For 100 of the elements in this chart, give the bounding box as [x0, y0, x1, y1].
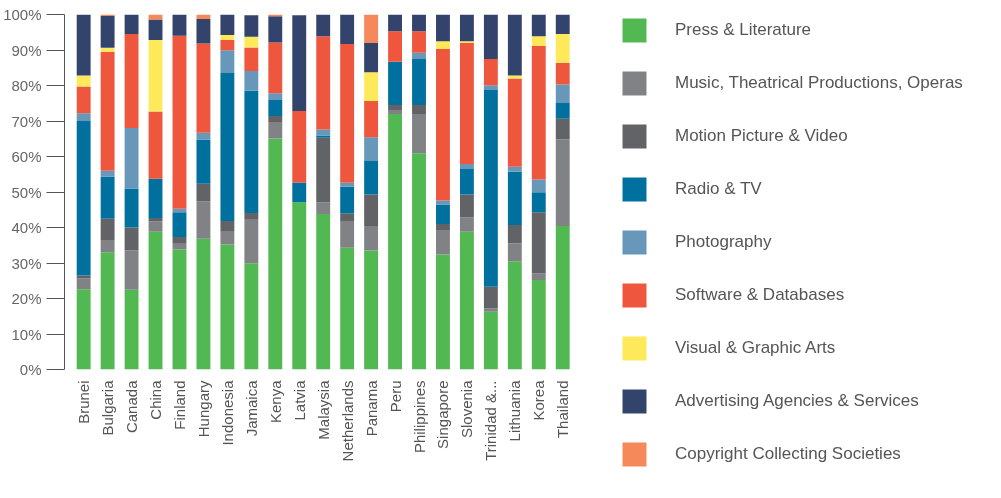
bar: [531, 36, 546, 47]
bar: [196, 201, 211, 239]
bar: [388, 14, 402, 32]
bar: [220, 231, 235, 245]
x-tick-label: Latvia: [290, 379, 308, 421]
bar: [292, 202, 307, 370]
y-tick-label: 20%: [11, 290, 42, 307]
bar: [340, 247, 355, 370]
bar: [100, 170, 115, 177]
bar: [507, 225, 522, 244]
x-tick-label: Philippines: [410, 380, 428, 454]
bar: [196, 238, 211, 370]
bar: [364, 226, 379, 251]
bar: [196, 139, 211, 184]
bar: [76, 14, 91, 76]
bar: [388, 110, 402, 114]
bar: [244, 70, 259, 91]
bar: [220, 35, 235, 41]
bar: [100, 176, 115, 219]
bar: [555, 139, 570, 227]
bar: [364, 14, 379, 43]
legend-label: Software & Databases: [675, 284, 846, 306]
bar: [172, 243, 187, 250]
bar: [100, 47, 115, 52]
bar: [388, 61, 402, 106]
bar: [412, 105, 426, 114]
bar: [172, 237, 187, 244]
bar: [220, 14, 235, 36]
bar: [148, 40, 163, 112]
bar: [412, 52, 426, 59]
bar: [100, 240, 115, 253]
x-tick-label: Finland: [170, 380, 188, 430]
bar: [76, 275, 91, 279]
bar: [459, 231, 474, 370]
x-tick-label: Thailand: [554, 380, 572, 439]
y-tick-label: 30%: [11, 254, 42, 272]
bar: [555, 34, 570, 63]
bar: [148, 178, 163, 218]
bar: [244, 212, 259, 219]
bar: [340, 221, 355, 248]
bar: [364, 42, 379, 73]
legend-label: Music, Theatrical Productions, Operas: [675, 72, 963, 94]
bar: [459, 194, 474, 218]
bar: [148, 221, 163, 232]
bar: [124, 128, 139, 189]
bar: [436, 41, 450, 49]
legend-label: Photography: [675, 231, 773, 253]
legend-label: Motion Picture & Video: [675, 125, 849, 147]
bar: [244, 15, 259, 37]
bar: [388, 113, 402, 370]
bar: [412, 31, 426, 53]
bar: [531, 212, 546, 274]
bar: [316, 202, 331, 215]
bar: [364, 137, 379, 162]
bar: [459, 42, 474, 164]
bar: [220, 221, 235, 232]
bar: [364, 250, 379, 370]
bar: [340, 14, 355, 44]
bar: [412, 58, 426, 106]
bar: [364, 72, 379, 102]
bar: [124, 250, 139, 290]
bar: [483, 85, 498, 91]
bar: [76, 289, 91, 370]
bar: [268, 100, 283, 117]
bar: [148, 19, 163, 41]
y-tick-label: 0%: [19, 361, 42, 378]
bar: [364, 101, 379, 138]
y-tick-label: 60%: [11, 148, 42, 165]
bar: [268, 116, 283, 123]
bar: [364, 161, 379, 195]
bar: [531, 273, 546, 281]
y-tick-label: 100%: [3, 6, 42, 23]
bar: [507, 14, 522, 76]
bar: [483, 308, 498, 312]
bar: [436, 48, 450, 201]
bar: [220, 40, 235, 51]
bar: [340, 213, 355, 222]
bar: [196, 183, 211, 202]
bar: [531, 192, 546, 213]
bar: [124, 188, 139, 228]
x-tick-label: Panama: [362, 379, 380, 437]
bar: [244, 263, 259, 370]
bar: [555, 226, 570, 370]
bar: [124, 34, 139, 129]
bar: [459, 168, 474, 195]
bar: [196, 19, 211, 44]
bar: [172, 212, 187, 238]
bar: [76, 75, 91, 87]
x-tick-label: Netherlands: [338, 380, 356, 462]
bar: [555, 62, 570, 85]
bar: [483, 90, 498, 287]
y-tick-label: 40%: [11, 219, 42, 236]
bar: [292, 111, 307, 183]
bar: [531, 14, 546, 37]
bar: [531, 46, 546, 180]
x-tick-label: Singapore: [434, 380, 452, 449]
x-tick-label: Brunei: [75, 380, 93, 424]
bar: [507, 243, 522, 262]
bar: [148, 231, 163, 370]
y-tick-label: 10%: [11, 325, 42, 343]
